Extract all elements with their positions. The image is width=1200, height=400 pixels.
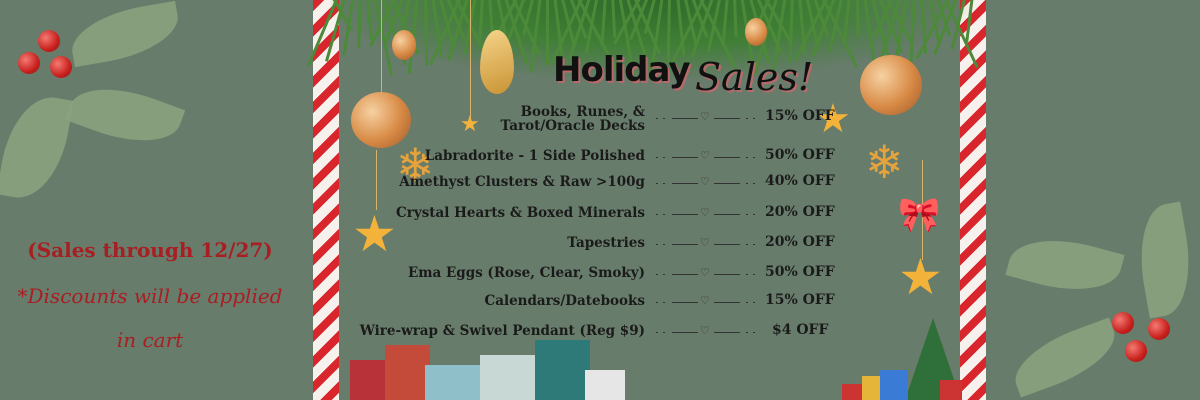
pine-needle <box>843 0 852 44</box>
sale-item-row: Ema Eggs (Rose, Clear, Smoky) ♡ 50% OFF <box>380 264 840 292</box>
discount-note-line1: *Discounts will be applied <box>17 284 283 308</box>
pine-needle <box>600 0 607 46</box>
sale-item-name-line1: Books, Runes, & <box>520 104 645 120</box>
discount-label: 15% OFF <box>765 108 835 124</box>
heart-icon: ♡ <box>700 149 710 162</box>
sale-item-row: Tapestries ♡ 20% OFF <box>380 234 840 262</box>
star-ornament-icon: ★ <box>815 96 851 142</box>
pine-needle <box>721 0 729 45</box>
sale-item-name: Wire-wrap & Swivel Pendant (Reg $9) <box>359 323 645 339</box>
discount-note-line2: in cart <box>116 328 184 352</box>
red-bow-icon: 🎀 <box>898 195 941 235</box>
ornament-string <box>470 0 471 118</box>
gift-icon <box>862 376 884 400</box>
snowflake-icon: ❄ <box>865 135 904 189</box>
title-holiday: Holiday <box>553 50 691 90</box>
pine-needle <box>423 0 428 67</box>
sale-item-name: Calendars/Datebooks <box>484 293 645 309</box>
heart-icon: ♡ <box>700 236 710 249</box>
sale-item-row: Wire-wrap & Swivel Pendant (Reg $9) ♡ $4 O… <box>360 322 840 350</box>
heart-separator: ♡ <box>656 236 756 250</box>
sale-dates-note: (Sales through 12/27) <box>27 238 273 262</box>
sale-item-name: Labradorite - 1 Side Polished <box>424 148 645 164</box>
sale-item-row: Crystal Hearts & Boxed Minerals ♡ 20% OFF <box>380 204 840 232</box>
pine-needle <box>909 0 917 62</box>
pine-needle <box>610 0 617 39</box>
ornament-ball-icon <box>745 18 767 46</box>
discount-label: $4 OFF <box>772 322 829 338</box>
discount-label: 50% OFF <box>765 147 835 163</box>
ornament-drop-icon <box>480 30 514 94</box>
sale-item-row: Labradorite - 1 Side Polished ♡ 50% OFF <box>380 147 840 175</box>
heart-separator: ♡ <box>656 149 756 163</box>
ornament-string <box>922 160 923 260</box>
sale-item-name: Ema Eggs (Rose, Clear, Smoky) <box>407 265 645 281</box>
holly-top-left <box>0 0 200 210</box>
sale-item-name: Crystal Hearts & Boxed Minerals <box>396 205 645 221</box>
ornament-string <box>376 150 377 210</box>
sale-item-name: Books, Runes, & Tarot/Oracle Decks <box>500 105 645 133</box>
heart-icon: ♡ <box>700 294 710 307</box>
gift-icon <box>880 370 908 400</box>
ornament-ball-icon <box>860 55 922 115</box>
heart-separator: ♡ <box>656 324 756 338</box>
heart-separator: ♡ <box>656 206 756 220</box>
sale-item-name-line2: Tarot/Oracle Decks <box>500 118 645 134</box>
discount-label: 20% OFF <box>765 234 835 250</box>
heart-icon: ♡ <box>700 175 710 188</box>
sale-item-name: Tapestries <box>567 235 645 251</box>
heart-icon: ♡ <box>700 324 710 337</box>
heart-separator: ♡ <box>656 266 756 280</box>
sale-item-row: Books, Runes, & Tarot/Oracle Decks ♡ 15% OF… <box>380 105 840 136</box>
star-ornament-icon: ★ <box>460 112 480 137</box>
gift-icon <box>842 384 862 400</box>
ornament-ball-icon <box>392 30 416 60</box>
sale-item-name: Amethyst Clusters & Raw >100g <box>399 174 645 190</box>
pine-needle <box>733 0 738 38</box>
pine-needle <box>788 0 794 64</box>
discount-label: 20% OFF <box>765 204 835 220</box>
sale-item-row: Calendars/Datebooks ♡ 15% OFF <box>380 292 840 320</box>
heart-separator: ♡ <box>656 110 756 124</box>
pine-needle <box>356 0 362 49</box>
heart-separator: ♡ <box>656 175 756 189</box>
pine-needle <box>366 0 373 40</box>
snowflake-icon: ❄ <box>396 138 435 192</box>
pine-needle <box>478 0 485 48</box>
holly-bottom-right <box>1000 200 1200 400</box>
heart-separator: ♡ <box>656 294 756 308</box>
pine-needle <box>855 0 860 37</box>
heart-icon: ♡ <box>700 266 710 279</box>
gift-icon <box>940 380 962 400</box>
discount-label: 15% OFF <box>765 292 835 308</box>
village-houses <box>345 335 635 400</box>
pine-needle <box>546 0 549 65</box>
discount-label: 50% OFF <box>765 264 835 280</box>
star-ornament-icon: ★ <box>898 248 943 306</box>
star-ornament-icon: ★ <box>352 205 397 263</box>
heart-icon: ♡ <box>700 206 710 219</box>
discount-label: 40% OFF <box>765 173 835 189</box>
pine-garland <box>307 0 979 80</box>
heart-icon: ♡ <box>700 110 710 123</box>
sale-item-row: Amethyst Clusters & Raw >100g ♡ 40% OFF <box>380 173 840 201</box>
title-sales: Sales! <box>695 55 814 99</box>
ornament-string <box>381 0 382 100</box>
ornament-ball-icon <box>351 92 411 148</box>
